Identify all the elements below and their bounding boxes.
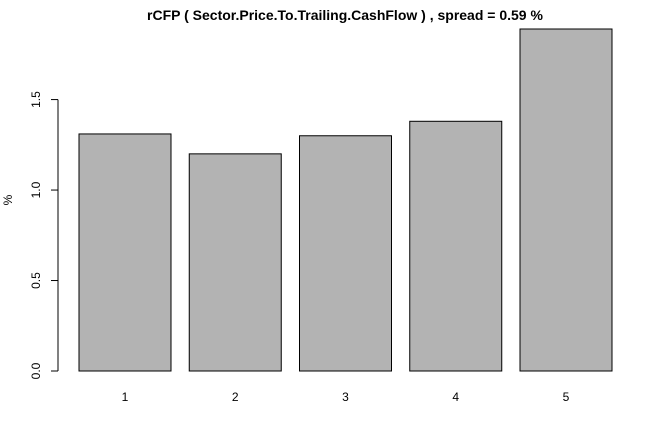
bar-1 [78, 133, 172, 372]
y-tick-label: 0.5 [29, 272, 43, 289]
bar-5 [519, 28, 613, 372]
x-tick-label: 4 [452, 390, 459, 404]
y-tick-label: 1.5 [29, 91, 43, 108]
bar-4 [409, 120, 503, 372]
x-tick-label: 3 [342, 390, 349, 404]
y-axis: 0.0 0.5 1.0 1.5 [29, 91, 59, 379]
x-tick-label: 2 [232, 390, 239, 404]
y-axis-label: % [1, 194, 15, 205]
x-axis-labels: 1 2 3 4 5 [122, 390, 570, 404]
bars-group [78, 28, 613, 372]
bar-2 [188, 153, 282, 372]
chart-title: rCFP ( Sector.Price.To.Trailing.CashFlow… [147, 7, 543, 23]
x-tick-label: 1 [122, 390, 129, 404]
bar-3 [299, 135, 392, 372]
y-tick-label: 1.0 [29, 181, 43, 198]
y-tick-label: 0.0 [29, 362, 43, 379]
x-tick-label: 5 [563, 390, 570, 404]
